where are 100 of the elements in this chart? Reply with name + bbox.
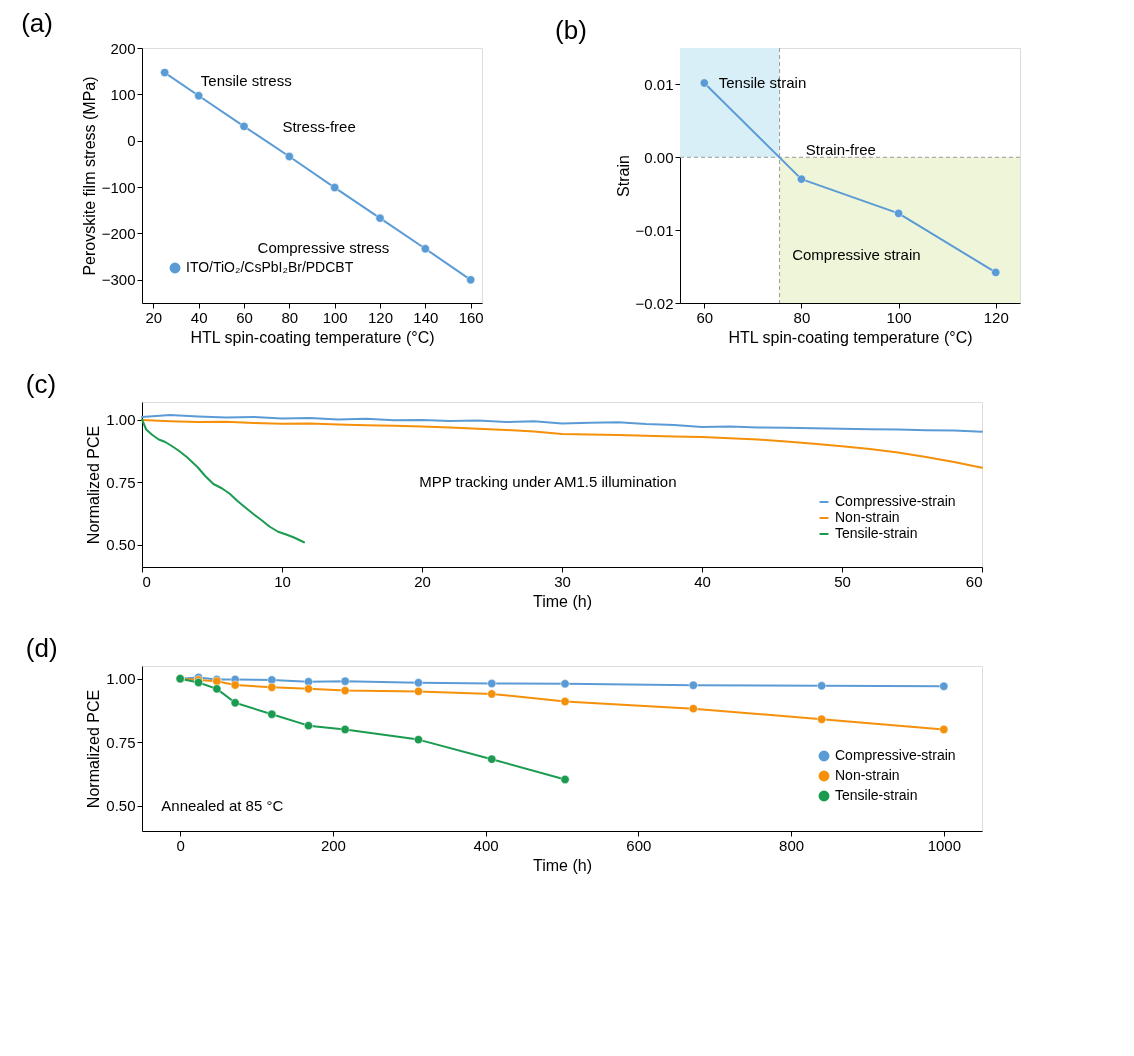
point (160, 68, 170, 77)
x-tick-label: 40 (694, 572, 711, 590)
point (420, 244, 430, 254)
point (991, 267, 1001, 277)
point (817, 714, 827, 724)
chart-title: (a) (21, 8, 53, 38)
point (340, 686, 350, 696)
x-tick-label: 30 (554, 572, 571, 590)
x-tick-label: 80 (793, 308, 811, 326)
x-tick-label: 140 (413, 308, 439, 326)
y-tick-label: −0.01 (635, 221, 674, 239)
line-series (141, 418, 305, 544)
y-tick-label: −100 (101, 178, 136, 196)
point (375, 213, 385, 223)
annotation: Annealed at 85 °C (161, 796, 284, 814)
point (560, 679, 570, 689)
y-tick-label: 0.50 (106, 536, 136, 553)
y-axis-title: Normalized PCE (85, 689, 103, 809)
point (267, 709, 277, 719)
x-tick-label: 160 (458, 308, 484, 326)
point (230, 680, 240, 690)
x-tick-label: 60 (236, 308, 253, 326)
x-tick-label: 60 (696, 308, 714, 326)
annotation: Tensile stress (200, 72, 292, 90)
x-axis-title: Time (h) (533, 592, 592, 610)
annotation: MPP tracking under AM1.5 illumination (419, 473, 677, 491)
legend-label: Tensile-strain (835, 525, 918, 541)
x-tick-label: 100 (322, 308, 348, 326)
x-tick-label: 800 (779, 836, 805, 854)
legend-label: ITO/TiO₂/CsPbI₂Br/PDCBT (186, 259, 354, 275)
x-tick-label: 20 (145, 308, 163, 326)
x-axis-title: HTL spin-coating temperature (°C) (190, 328, 435, 346)
point (414, 678, 423, 688)
point (560, 775, 570, 784)
y-tick-label: 0.75 (106, 473, 136, 491)
legend-label: Non-strain (835, 509, 900, 525)
point (340, 676, 350, 686)
legend-label: Tensile-strain (835, 787, 918, 803)
point (284, 152, 294, 161)
x-tick-label: 50 (834, 572, 851, 590)
point (194, 91, 204, 101)
point (239, 121, 249, 131)
y-tick-label: 0.50 (106, 797, 136, 815)
y-tick-label: 1.00 (106, 670, 136, 688)
point (939, 725, 949, 734)
annotation: Compressive stress (257, 239, 390, 257)
x-tick-label: 200 (320, 836, 346, 854)
x-tick-label: 600 (626, 836, 652, 854)
chart-title: (b) (555, 14, 587, 45)
y-axis-title: Strain (614, 155, 632, 197)
point (340, 725, 350, 734)
x-tick-label: 120 (983, 308, 1009, 326)
point (688, 680, 698, 690)
x-tick-label: 400 (473, 836, 499, 854)
y-tick-label: 1.00 (106, 411, 136, 428)
point (939, 681, 949, 691)
x-tick-label: 100 (886, 308, 912, 326)
y-tick-label: 0 (127, 132, 136, 150)
point (466, 275, 476, 285)
annotation: Tensile strain (718, 73, 807, 91)
annotation: Stress-free (282, 118, 356, 136)
point (212, 684, 222, 694)
point (560, 697, 570, 706)
x-axis-title: HTL spin-coating temperature (°C) (728, 328, 973, 346)
y-tick-label: −0.02 (635, 294, 674, 312)
y-tick-label: −200 (101, 224, 136, 242)
x-tick-label: 20 (414, 572, 431, 590)
y-tick-label: −300 (101, 271, 136, 289)
point (304, 721, 313, 731)
point (230, 698, 240, 708)
y-axis-title: Perovskite film stress (MPa) (80, 76, 98, 276)
x-tick-label: 120 (367, 308, 394, 326)
x-tick-label: 0 (176, 836, 185, 854)
x-tick-label: 0 (142, 572, 151, 590)
chart-title: (c) (25, 369, 57, 399)
line-series (141, 414, 983, 433)
annotation: Compressive strain (792, 245, 921, 263)
legend-label: Non-strain (835, 767, 900, 783)
point (330, 183, 340, 192)
point (414, 735, 423, 745)
point (688, 704, 698, 714)
point (414, 686, 423, 696)
point (267, 675, 277, 685)
y-axis-title: Normalized PCE (85, 425, 103, 545)
annotation: Strain-free (805, 141, 876, 158)
legend-label: Compressive-strain (835, 493, 956, 509)
legend-label: Compressive-strain (835, 747, 956, 763)
y-tick-label: 0.00 (644, 148, 674, 166)
x-tick-label: 40 (190, 308, 208, 326)
x-tick-label: 80 (281, 308, 299, 326)
point (699, 78, 709, 88)
point (487, 689, 497, 699)
line-series (141, 419, 983, 469)
x-tick-label: 10 (274, 572, 291, 590)
x-tick-label: 1000 (927, 836, 962, 854)
x-tick-label: 60 (965, 572, 983, 590)
point (487, 679, 497, 688)
point (487, 754, 497, 764)
point (267, 682, 277, 692)
point (817, 681, 827, 691)
